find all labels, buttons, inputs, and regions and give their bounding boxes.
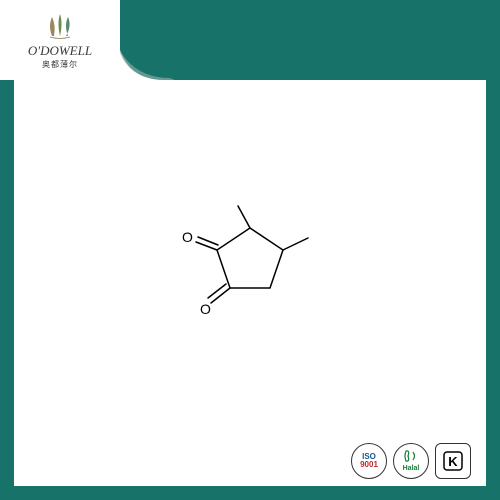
iso-badge: ISO 9001 — [351, 443, 387, 479]
content-area: O O — [14, 80, 486, 435]
oxygen-label-2: O — [182, 229, 193, 245]
halal-badge: Halal — [393, 443, 429, 479]
brand-logo: O'DOWELL 奥都薄尔 — [0, 0, 120, 80]
kosher-icon: K — [441, 449, 465, 473]
lotus-icon — [40, 11, 80, 41]
certification-badges: ISO 9001 Halal K — [351, 443, 471, 479]
footer-bar: www.odowell.com ISO 9001 Halal K — [14, 435, 486, 486]
molecule-diagram: O O — [170, 178, 330, 338]
oxygen-label-1: O — [200, 301, 211, 317]
website-url: www.odowell.com — [29, 447, 351, 474]
svg-text:K: K — [448, 454, 458, 469]
header-banner: O'DOWELL 奥都薄尔 — [0, 0, 500, 80]
halal-icon — [403, 449, 419, 463]
kosher-badge: K — [435, 443, 471, 479]
brand-name-cn: 奥都薄尔 — [42, 59, 78, 70]
brand-name-en: O'DOWELL — [28, 43, 92, 59]
